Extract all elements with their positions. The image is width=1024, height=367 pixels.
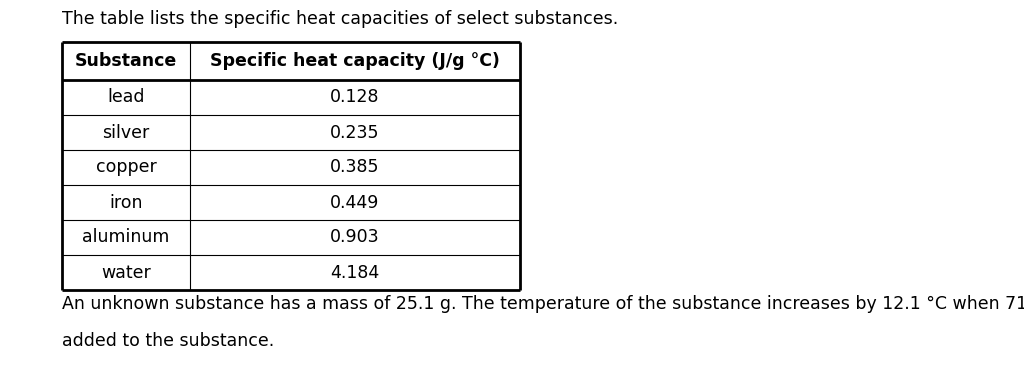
Text: water: water (101, 264, 151, 281)
Text: Substance: Substance (75, 52, 177, 70)
Text: 0.449: 0.449 (331, 193, 380, 211)
Text: An unknown substance has a mass of 25.1 g. The temperature of the substance incr: An unknown substance has a mass of 25.1 … (62, 295, 1024, 313)
Text: lead: lead (108, 88, 144, 106)
Text: The table lists the specific heat capacities of select substances.: The table lists the specific heat capaci… (62, 10, 618, 28)
Text: 4.184: 4.184 (331, 264, 380, 281)
Text: 0.903: 0.903 (330, 229, 380, 247)
Text: Specific heat capacity (J/g °C): Specific heat capacity (J/g °C) (210, 52, 500, 70)
Text: silver: silver (102, 124, 150, 142)
Text: 0.128: 0.128 (331, 88, 380, 106)
Text: added to the substance.: added to the substance. (62, 332, 274, 350)
Text: iron: iron (110, 193, 142, 211)
Text: 0.235: 0.235 (331, 124, 380, 142)
Text: aluminum: aluminum (82, 229, 170, 247)
Text: copper: copper (95, 159, 157, 177)
Text: 0.385: 0.385 (331, 159, 380, 177)
